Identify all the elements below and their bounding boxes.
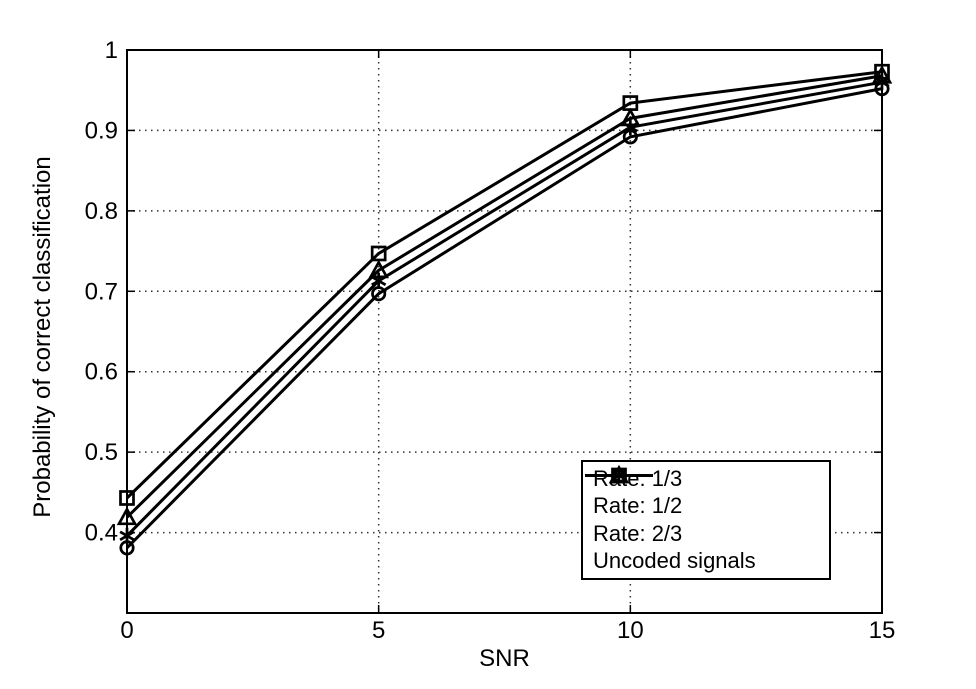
svg-text:0: 0: [120, 617, 133, 644]
svg-text:10: 10: [617, 617, 644, 644]
series-rate-1-2: [119, 74, 890, 544]
square-marker-icon: [585, 467, 653, 484]
legend: Rate: 1/3 Rate: 1/2 Rate: 2/3 Uncoded si…: [581, 460, 831, 580]
svg-text:0.5: 0.5: [85, 439, 118, 466]
axes-box: [126, 49, 883, 614]
svg-text:0.9: 0.9: [85, 117, 118, 144]
y-axis-label: Probability of correct classification: [29, 156, 56, 518]
legend-item-rate-2-3: Rate: 2/3: [585, 464, 827, 547]
legend-label: Rate: 1/3: [593, 465, 683, 491]
svg-text:5: 5: [372, 617, 385, 644]
svg-text:0.8: 0.8: [85, 198, 118, 225]
svg-text:0.6: 0.6: [85, 359, 118, 386]
legend-label: Uncoded signals: [593, 548, 756, 574]
svg-text:0.7: 0.7: [85, 278, 118, 305]
series-rate-2-3: [116, 64, 893, 526]
svg-text:1: 1: [105, 37, 118, 64]
tick-labels: 0 5 10 15 0.4 0.5 0.6 0.7 0.8 0.9 1: [85, 37, 896, 644]
legend-item-rate-1-2: Rate: 1/2: [585, 467, 827, 520]
svg-text:0.4: 0.4: [85, 520, 118, 547]
legend-label: Rate: 2/3: [593, 520, 683, 546]
series-uncoded-signals: [119, 63, 890, 506]
legend-item-uncoded: Uncoded signals: [585, 467, 827, 575]
x-axis-label: SNR: [479, 645, 530, 672]
svg-text:15: 15: [869, 617, 896, 644]
legend-label: Rate: 1/2: [593, 493, 683, 519]
